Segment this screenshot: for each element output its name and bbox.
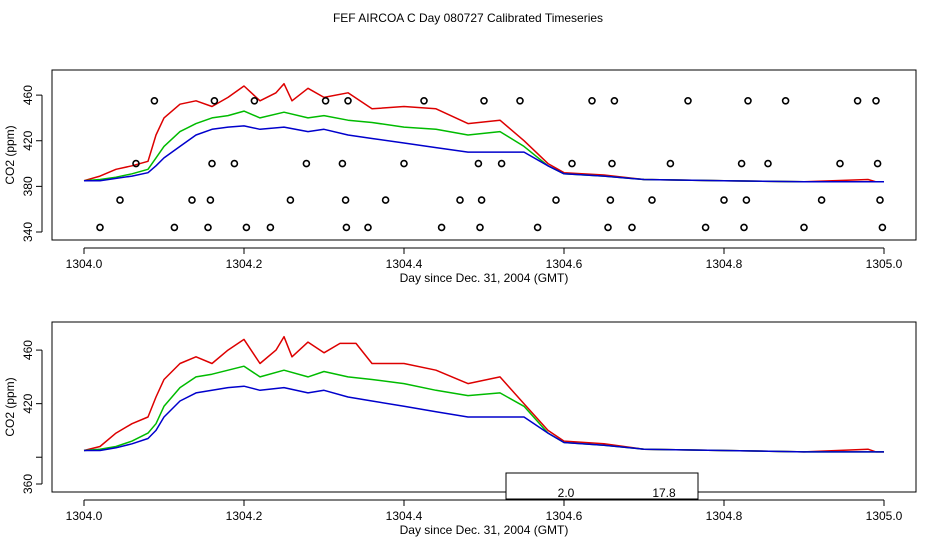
top-sample-point — [338, 159, 347, 168]
top-sample-point — [476, 223, 484, 232]
top-sample-point — [800, 223, 808, 232]
bottom-series-blue — [84, 385, 884, 453]
top-sample-point — [210, 97, 219, 105]
top-sample-point — [628, 223, 636, 232]
top-sample-point — [188, 196, 196, 204]
bottom-plot-marks: 1304.0 1304.2 1304.4 1304.6 1304.8 1305.0 360 4… — [21, 335, 903, 523]
top-sample-point — [836, 159, 844, 168]
bottom-x-tick-label: 1304.4 — [386, 509, 423, 523]
bottom-series-green — [83, 365, 884, 453]
top-sample-point — [817, 196, 826, 204]
top-sample-point — [533, 223, 542, 232]
top-sample-point — [853, 97, 862, 105]
top-sample-point — [206, 196, 215, 204]
top-sample-point — [456, 196, 464, 204]
top-sample-point — [737, 159, 746, 168]
top-sample-point — [150, 97, 159, 105]
top-x-tick-label: 1304.8 — [706, 257, 743, 271]
bottom-x-tick-label: 1304.0 — [66, 509, 103, 523]
top-sample-point — [610, 97, 619, 105]
top-sample-point — [764, 159, 772, 168]
top-x-tick-label: 1305.0 — [866, 257, 903, 271]
top-sample-point — [480, 97, 488, 105]
bottom-x-axis-label: Day since Dec. 31, 2004 (GMT) — [400, 523, 569, 537]
top-sample-point — [604, 223, 612, 232]
top-sample-point — [552, 196, 560, 204]
top-panel: 1304.0 1304.2 1304.4 1304.6 1304.8 1305.0 340 3… — [3, 69, 917, 285]
top-sample-point — [684, 97, 692, 105]
top-sample-point — [341, 196, 350, 204]
top-sample-point — [342, 223, 351, 232]
annotation-label-1: 2.0 — [558, 486, 575, 500]
top-sample-point — [744, 97, 752, 105]
top-y-tick-label: 380 — [21, 176, 35, 196]
top-sample-point — [132, 159, 140, 168]
top-sample-point — [781, 97, 790, 105]
top-y-axis-label: CO2 (ppm) — [3, 125, 17, 184]
top-sample-point — [568, 159, 576, 168]
top-sample-point — [96, 223, 104, 232]
top-sample-point — [606, 196, 615, 204]
bottom-plot-frame — [51, 321, 917, 493]
top-sample-point — [208, 159, 216, 168]
top-sample-point — [742, 196, 751, 204]
bottom-y-axis-label: CO2 (ppm) — [3, 377, 17, 436]
top-sample-point — [474, 159, 483, 168]
bottom-y-tick-label: 360 — [21, 474, 35, 494]
top-y-tick-label: 420 — [21, 130, 35, 150]
top-sample-point — [876, 196, 884, 204]
annotation-label-2: 17.8 — [652, 486, 676, 500]
top-sample-point — [321, 97, 330, 105]
bottom-panel: 1304.0 1304.2 1304.4 1304.6 1304.8 1305.0 360 4… — [3, 321, 917, 537]
top-sample-point — [740, 223, 748, 232]
top-sample-point — [873, 159, 882, 168]
top-sample-point — [364, 223, 372, 232]
top-x-tick-label: 1304.6 — [546, 257, 583, 271]
top-sample-point — [400, 159, 408, 168]
bottom-y-tick-label: 420 — [21, 393, 35, 413]
top-y-tick-label: 460 — [21, 85, 35, 105]
top-sample-point — [170, 223, 179, 232]
bottom-x-tick-label: 1304.2 — [226, 509, 263, 523]
chart-title: FEF AIRCOA C Day 080727 Calibrated Times… — [333, 11, 603, 25]
top-sample-point — [878, 223, 887, 232]
top-y-tick-label: 340 — [21, 222, 35, 242]
top-sample-point — [497, 159, 506, 168]
top-sample-point — [666, 159, 675, 168]
top-sample-point — [437, 223, 446, 232]
top-plot-frame — [51, 69, 917, 241]
top-sample-point — [230, 159, 239, 168]
top-x-axis-label: Day since Dec. 31, 2004 (GMT) — [400, 271, 569, 285]
top-sample-point — [381, 196, 390, 204]
top-sample-point — [242, 223, 251, 232]
top-sample-point — [477, 196, 486, 204]
top-sample-point — [266, 223, 275, 232]
bottom-x-tick-label: 1304.6 — [546, 509, 583, 523]
top-series-blue — [84, 125, 884, 183]
top-plot-marks: 1304.0 1304.2 1304.4 1304.6 1304.8 1305.0 340 3… — [21, 82, 903, 271]
top-sample-point — [302, 159, 311, 168]
top-x-tick-label: 1304.2 — [226, 257, 263, 271]
top-sample-point — [204, 223, 212, 232]
top-sample-point — [588, 97, 596, 105]
bottom-x-tick-label: 1305.0 — [866, 509, 903, 523]
annotation-box — [505, 472, 699, 500]
top-sample-point — [720, 196, 728, 204]
bottom-x-tick-label: 1304.8 — [706, 509, 743, 523]
top-sample-point — [701, 223, 710, 232]
top-sample-point — [420, 97, 428, 105]
top-sample-point — [286, 196, 295, 204]
bottom-series-red — [83, 335, 884, 453]
top-x-tick-label: 1304.4 — [386, 257, 423, 271]
top-sample-point — [516, 97, 524, 105]
top-sample-point — [608, 159, 616, 168]
top-sample-point — [250, 97, 259, 105]
top-sample-point — [344, 97, 352, 105]
top-sample-point — [116, 196, 124, 204]
top-sample-point — [648, 196, 656, 204]
bottom-y-tick-label: 460 — [21, 340, 35, 360]
top-sample-point — [872, 97, 880, 105]
top-x-tick-label: 1304.0 — [66, 257, 103, 271]
